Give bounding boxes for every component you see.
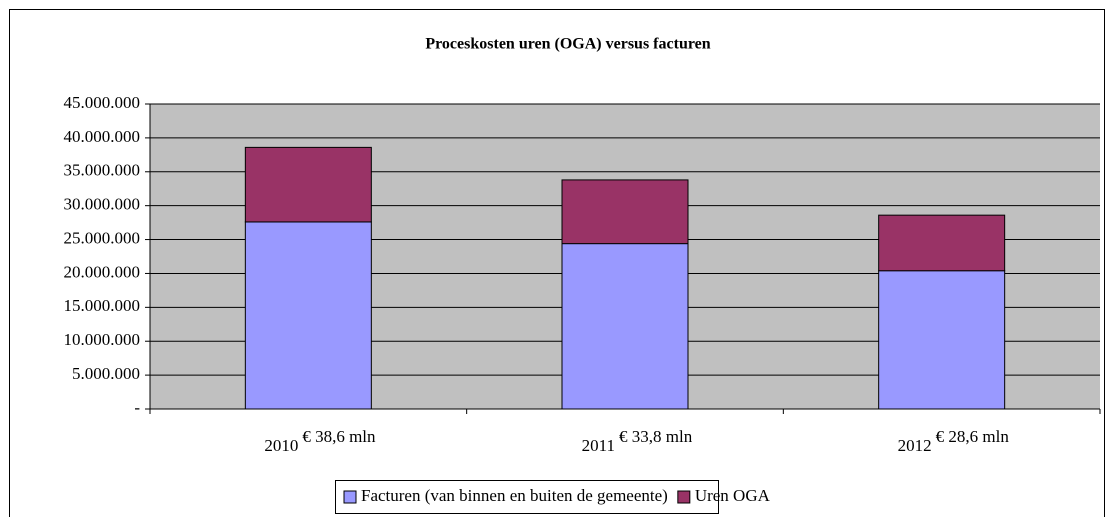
bar-segment [878, 214, 1006, 272]
y-tick-label: 25.000.000 [64, 228, 141, 247]
legend-swatch [343, 490, 357, 504]
bar-segment [244, 221, 372, 410]
x-tick-label: 2012 [898, 436, 932, 455]
bar-segment [561, 243, 689, 410]
y-tick-label: 35.000.000 [64, 161, 141, 180]
annotation: € 38,6 mln [302, 427, 376, 446]
legend-label: Facturen (van binnen en buiten de gemeen… [361, 486, 668, 505]
legend-label: Uren OGA [695, 486, 771, 505]
chart-title: Proceskosten uren (OGA) versus facturen [425, 36, 710, 53]
annotation: € 28,6 mln [936, 427, 1010, 446]
annotation: € 33,8 mln [619, 427, 693, 446]
y-tick-label: 10.000.000 [64, 330, 141, 349]
y-tick-label: - [134, 398, 140, 417]
y-tick-label: 45.000.000 [64, 93, 141, 112]
y-tick-label: 15.000.000 [64, 296, 141, 315]
y-tick-label: 40.000.000 [64, 127, 141, 146]
bar-segment [878, 270, 1006, 410]
x-tick-label: 2010 [264, 436, 298, 455]
bar-segment [244, 146, 372, 223]
bar-segment [561, 179, 689, 245]
legend-swatch [677, 490, 691, 504]
x-tick-label: 2011 [582, 436, 615, 455]
y-tick-label: 5.000.000 [72, 364, 140, 383]
y-tick-label: 30.000.000 [64, 195, 141, 214]
y-tick-label: 20.000.000 [64, 262, 141, 281]
legend-box [335, 480, 719, 514]
